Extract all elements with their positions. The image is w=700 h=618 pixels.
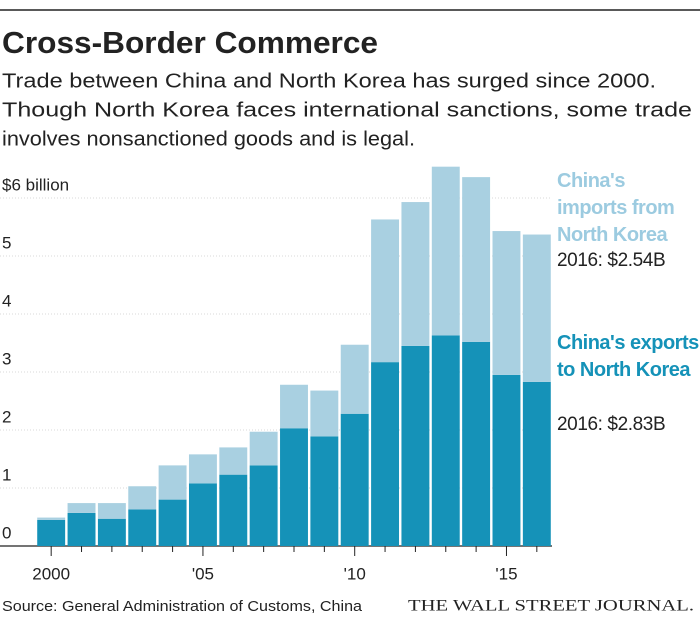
y-tick-label: 5 [2,233,11,252]
bar-segment [219,474,248,546]
bar-segment [67,503,96,513]
y-tick-label: 2 [2,407,11,426]
y-tick-label: $6 billion [2,175,69,194]
bar-segment [310,390,339,437]
y-tick-label: 1 [2,465,11,484]
bar-segment [188,454,217,484]
bar-segment [67,512,96,546]
y-tick-label: 3 [2,349,11,368]
legend-exports: China's exports to North Korea [557,332,699,381]
x-tick-label: '10 [344,564,366,583]
bar-segment [431,166,460,336]
bar-segment [522,381,551,546]
chart-title: Cross-Border Commerce [2,25,378,60]
subtitle: Trade between China and North Korea has … [2,70,656,92]
subtitle: Though North Korea faces international s… [2,99,692,121]
x-tick-label: 2000 [32,564,70,583]
bar-segment [401,345,430,546]
bar-segment [462,341,491,546]
subtitle: involves nonsanctioned goods and is lega… [2,128,415,150]
bar-segment [37,517,66,520]
bar-segment [128,486,157,510]
bar-segment [340,344,369,414]
bar-segment [462,177,491,342]
bar-segment [97,503,126,519]
bar-segment [128,509,157,546]
y-tick-label: 4 [2,291,11,310]
bar-segment [492,374,521,546]
bar-segment [371,219,400,363]
bar-segment [280,428,308,546]
x-tick-label: '05 [192,564,214,583]
bar-segment [249,431,278,466]
annotation: 2016: $2.54B [557,250,666,271]
bar-segment [522,234,551,382]
bar-segment [158,465,187,500]
bar-segment [492,231,521,375]
bar-segment [401,202,430,346]
bar-segment [219,447,248,475]
bar-segment [97,518,126,546]
x-tick-label: '15 [495,564,517,583]
source: Source: General Administration of Custom… [2,598,363,615]
bar-segment [249,465,278,546]
y-tick-label: 0 [2,523,11,542]
bar-segment [188,483,217,546]
bar-segment [37,519,66,546]
annotation: 2016: $2.83B [557,414,666,435]
bar-segment [280,384,308,429]
bar-segment [340,413,369,546]
publisher: THE WALL STREET JOURNAL. [408,598,694,615]
bar-segment [431,335,460,546]
legend-imports: China's imports from North Korea [557,170,675,246]
bar-segment [371,362,400,546]
bar-segment [310,436,339,546]
bar-segment [158,499,187,546]
